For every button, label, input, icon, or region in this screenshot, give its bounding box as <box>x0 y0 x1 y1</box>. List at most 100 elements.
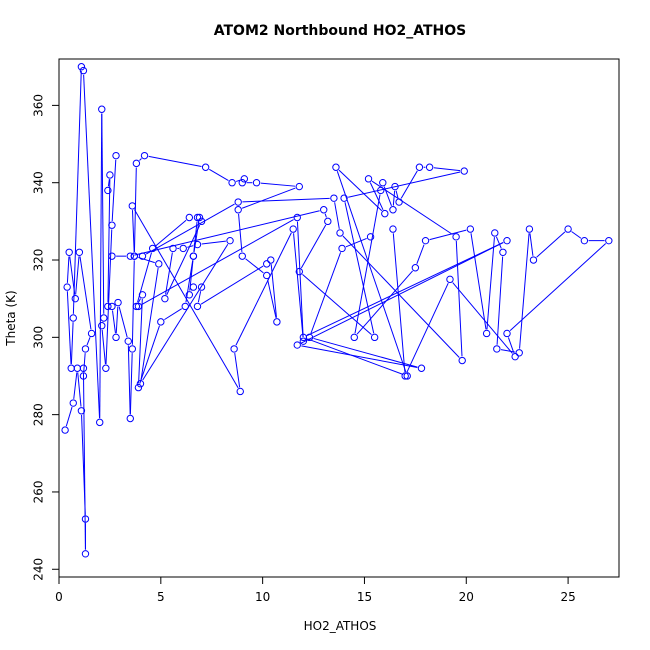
series-segment <box>107 179 111 303</box>
series-segment <box>371 180 453 235</box>
data-point <box>228 179 236 187</box>
series-segment <box>139 158 142 161</box>
y-tick-label: 280 <box>32 403 46 426</box>
series-segment <box>345 237 367 248</box>
series-segment <box>79 256 92 330</box>
series-segment <box>101 113 105 314</box>
chart-title: ATOM2 Northbound HO2_ATHOS <box>214 23 466 39</box>
data-point <box>197 283 206 291</box>
series-segment <box>302 273 372 335</box>
series-segment <box>336 171 407 373</box>
data-point <box>425 163 434 171</box>
series-segment <box>155 219 187 247</box>
data-point <box>148 244 157 253</box>
y-tick-label: 300 <box>32 326 46 349</box>
data-point <box>140 151 149 160</box>
data-point <box>299 337 308 345</box>
series-segment <box>185 260 194 303</box>
data-point <box>403 372 411 380</box>
data-point <box>564 225 572 233</box>
series-segment <box>429 229 467 241</box>
data-point <box>98 322 106 330</box>
data-point <box>381 209 389 218</box>
data-point <box>458 356 466 365</box>
series-segment <box>507 337 515 353</box>
series-segment <box>138 298 143 384</box>
data-point <box>238 252 246 260</box>
data-point <box>106 171 114 179</box>
data-point <box>126 414 134 423</box>
series-segment <box>131 260 135 345</box>
x-tick-label: 5 <box>157 590 165 604</box>
data-point <box>63 283 71 291</box>
data-point <box>179 244 187 253</box>
data-point <box>364 175 373 183</box>
series-segment <box>138 256 155 264</box>
x-tick-label: 10 <box>255 590 270 604</box>
series-segment <box>148 155 202 167</box>
data-point <box>499 248 507 256</box>
data-point <box>389 206 397 214</box>
data-point <box>77 63 86 71</box>
series-segment <box>70 322 74 365</box>
data-point <box>169 244 177 253</box>
series-segment <box>433 167 461 172</box>
series-segment <box>392 233 406 372</box>
data-point <box>515 349 523 357</box>
data-point <box>189 252 198 260</box>
data-point <box>503 329 511 338</box>
data-point <box>411 264 420 272</box>
series-segment <box>115 306 119 334</box>
y-axis: 240 260 280 300 320 340 360 <box>32 94 60 581</box>
data-point <box>417 364 426 372</box>
x-tick-label: 15 <box>357 590 372 604</box>
series-segment <box>338 169 383 212</box>
data-point <box>273 318 281 326</box>
data-point <box>67 364 75 372</box>
series-segment <box>293 233 304 338</box>
data-point <box>71 294 79 303</box>
data-point <box>134 383 143 392</box>
data-point <box>466 225 475 233</box>
data-point <box>73 364 82 372</box>
plot-frame <box>58 58 620 578</box>
series-segment <box>519 233 530 349</box>
series-segment <box>301 345 418 368</box>
series-segment <box>72 70 82 314</box>
data-point <box>529 256 538 264</box>
series-segment <box>324 213 327 218</box>
series-segment <box>137 298 141 303</box>
data-point <box>157 318 165 326</box>
data-point <box>79 364 88 372</box>
series-segment <box>208 168 229 182</box>
series-segment <box>356 270 413 335</box>
x-axis-label: HO2_ATHOS <box>304 619 377 633</box>
data-point <box>336 229 344 237</box>
data-point <box>102 364 110 372</box>
data-point <box>299 333 308 342</box>
series-segment <box>134 210 320 256</box>
data-point <box>350 333 358 342</box>
series-segment <box>129 353 133 415</box>
data-point <box>79 372 88 380</box>
series-segment <box>342 235 460 358</box>
data-point <box>493 345 501 353</box>
data-point <box>126 252 134 260</box>
series-segment <box>133 167 137 252</box>
series-segment <box>495 236 502 249</box>
data-point <box>293 341 301 349</box>
data-point <box>389 225 397 233</box>
y-tick-label: 320 <box>32 249 46 272</box>
data-point <box>320 206 328 214</box>
data-point <box>482 329 491 338</box>
series-segment <box>238 213 243 253</box>
series-segment <box>334 202 340 229</box>
series-segment <box>452 282 513 354</box>
series-segment <box>201 240 226 245</box>
series-segment <box>307 338 404 375</box>
data-point <box>114 298 122 307</box>
series-segment <box>133 209 239 389</box>
data-point <box>460 167 468 175</box>
data-point <box>193 213 202 222</box>
